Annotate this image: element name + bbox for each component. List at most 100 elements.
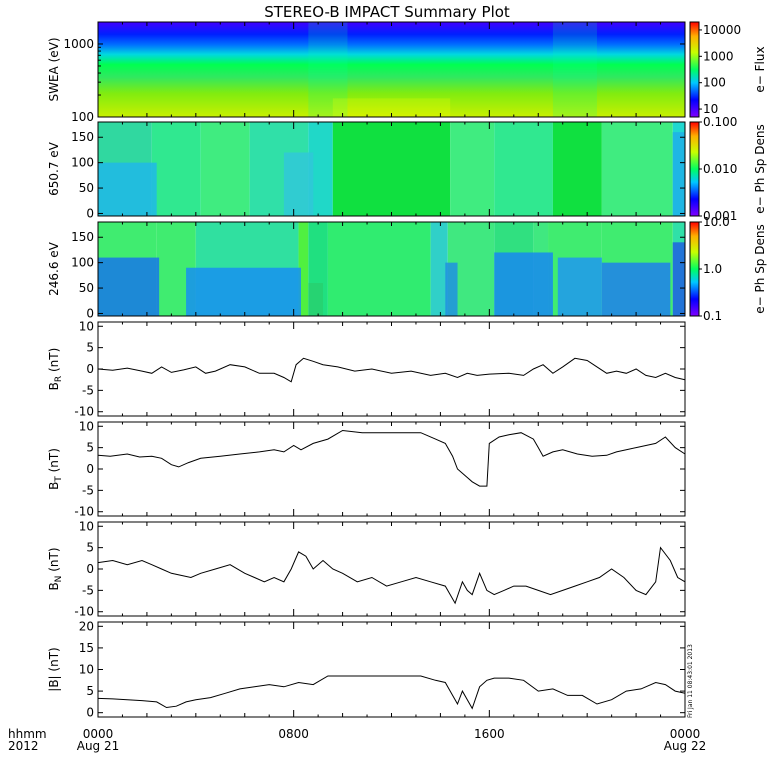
y-tick-label: 100 (71, 110, 94, 124)
pitch-low-band-4 (494, 252, 553, 316)
x-tick-label-hhmm: 0000 (670, 727, 701, 741)
hhmm-label: hhmm (8, 727, 47, 741)
y-tick-label: -5 (82, 383, 94, 397)
y-tick-label: 150 (71, 130, 94, 144)
panel-frame (97, 421, 686, 517)
colorbar-tick-label: 0.010 (703, 162, 737, 176)
y-axis-label: BN (nT) (47, 547, 64, 590)
y-tick-label: 50 (79, 181, 94, 195)
y-tick-label: 1000 (63, 37, 94, 51)
pitch-band-1 (151, 122, 201, 216)
y-tick-label: 5 (86, 684, 94, 698)
y-tick-label: 0 (86, 462, 94, 476)
pitch-low-band-5 (557, 257, 602, 316)
y-tick-label: 0 (86, 562, 94, 576)
pitch-low-band-0 (98, 257, 160, 316)
colorbar-tick-label: 10000 (703, 23, 741, 37)
pitch-band-7 (494, 122, 553, 216)
y-tick-label: 5 (86, 341, 94, 355)
x-tick-label-date: Aug 21 (77, 739, 120, 753)
y-axis-label: BT (nT) (47, 448, 64, 490)
colorbar-2 (689, 121, 700, 217)
x-tick-label-hhmm: 0000 (83, 727, 114, 741)
y-axis-label: SWEA (eV) (47, 37, 61, 101)
spectrogram-2 (98, 122, 685, 216)
y-tick-label: 10 (79, 319, 94, 333)
colorbar-tick-label: 1.0 (703, 262, 722, 276)
generation-timestamp: Fri Jan 11 08:43:01 2013 (687, 644, 694, 718)
pitch-band-5 (327, 222, 431, 316)
y-tick-label: -10 (74, 405, 94, 419)
y-axis-label: BR (nT) (47, 348, 64, 391)
colorbar-tick-label: 10.0 (703, 215, 730, 229)
pitch-low-band-0 (98, 162, 157, 216)
y-tick-label: 100 (71, 256, 94, 270)
colorbar-tick-label: 0.100 (703, 115, 737, 129)
colorbar-tick-label: 10 (703, 102, 718, 116)
series-line-7 (97, 675, 686, 710)
y-tick-label: -5 (82, 583, 94, 597)
y-tick-label: 5 (86, 541, 94, 555)
series-line-4 (97, 357, 686, 383)
y-tick-label: 10 (79, 663, 94, 677)
pitch-low-band-2 (672, 132, 685, 216)
y-tick-label: 20 (79, 619, 94, 633)
y-tick-label: 10 (79, 519, 94, 533)
pitch-low-band-2 (308, 282, 324, 316)
colorbar-tick-label: 100 (703, 76, 726, 90)
colorbar-1 (689, 21, 700, 118)
pitch-low-band-1 (283, 152, 314, 216)
colorbar-label: e− Ph Sp Dens (753, 224, 767, 313)
swea-band-1 (552, 22, 597, 117)
colorbar-tick-label: 0.1 (703, 309, 722, 323)
y-tick-label: 50 (79, 281, 94, 295)
y-tick-label: 15 (79, 641, 94, 655)
plot-title: STEREO-B IMPACT Summary Plot (264, 3, 510, 21)
y-tick-label: 0 (86, 706, 94, 720)
pitch-band-6 (430, 222, 448, 316)
y-tick-label: -10 (74, 605, 94, 619)
swea-band-0 (308, 22, 348, 117)
pitch-band-5 (332, 122, 451, 216)
y-axis-label: 650.7 eV (47, 141, 61, 196)
series-line-6 (97, 546, 686, 605)
colorbar-tick-label: 1000 (703, 49, 734, 63)
pitch-band-3 (298, 222, 309, 316)
panel-4: -10 -5 0 5 10 BR (nT) (47, 319, 686, 419)
colorbar-label: e− Ph Sp Dens (753, 124, 767, 213)
series-line-5 (97, 429, 686, 487)
panel-frame (97, 621, 686, 718)
y-tick-label: 0 (86, 306, 94, 320)
panel-7: 0 5 10 15 20 |B| (nT) (47, 619, 686, 720)
x-tick-label-date: Aug 22 (664, 739, 707, 753)
panel-6: -10 -5 0 5 10 BN (nT) (47, 519, 686, 619)
y-tick-label: 0 (86, 206, 94, 220)
y-tick-label: 100 (71, 156, 94, 170)
pitch-band-6 (450, 122, 495, 216)
pitch-low-band-7 (672, 242, 685, 316)
spectrogram-3 (98, 222, 685, 316)
y-tick-label: -10 (74, 505, 94, 519)
panel-2: 0.100 0.010 0.001 e− Ph Sp Dens 150 100 50 0 650… (47, 115, 767, 223)
pitch-band-8 (552, 122, 602, 216)
panel-frame (97, 521, 686, 617)
y-axis-label: 246.6 eV (47, 241, 61, 296)
pitch-low-band-6 (601, 262, 671, 316)
y-axis-label: |B| (nT) (47, 647, 61, 691)
colorbar-3 (689, 221, 700, 317)
x-tick-label-hhmm: 1600 (474, 727, 505, 741)
colorbar-tick-label: 0.001 (703, 209, 737, 223)
pitch-band-2 (200, 122, 250, 216)
spectrogram-1 (98, 22, 685, 117)
pitch-band-9 (601, 122, 673, 216)
swea-spectrogram-fill (98, 22, 685, 117)
pitch-low-band-3 (445, 262, 458, 316)
panel-5: -10 -5 0 5 10 BT (nT) (47, 419, 686, 519)
swea-bright-band (332, 98, 451, 117)
panel-3: 10.0 1.0 0.1 e− Ph Sp Dens 150 100 50 0 246.6 eV (47, 215, 767, 323)
panel-1: 10000 1000 100 10 e− Flux 1000 100 SWEA (eV) (47, 21, 767, 124)
y-tick-label: 0 (86, 362, 94, 376)
y-tick-label: 5 (86, 441, 94, 455)
